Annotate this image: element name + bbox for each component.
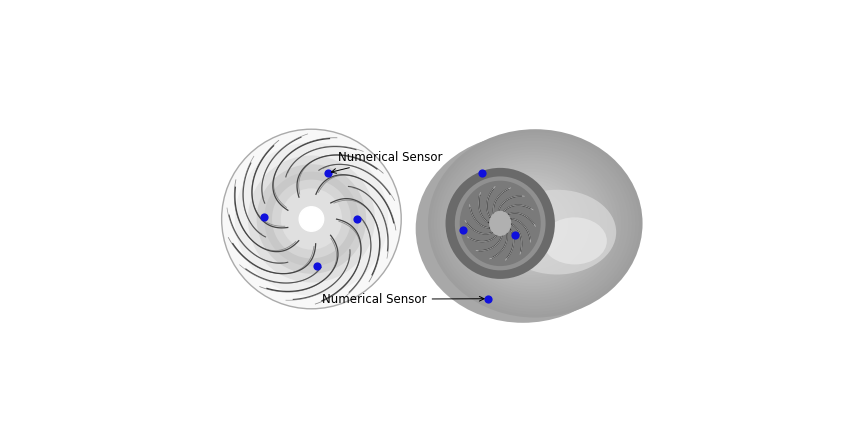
Circle shape bbox=[272, 180, 351, 258]
Circle shape bbox=[235, 142, 388, 296]
Ellipse shape bbox=[455, 177, 545, 270]
Ellipse shape bbox=[445, 168, 555, 279]
Ellipse shape bbox=[507, 205, 548, 241]
Ellipse shape bbox=[469, 169, 593, 278]
Point bbox=[351, 215, 364, 223]
Ellipse shape bbox=[472, 172, 590, 275]
Circle shape bbox=[280, 188, 342, 250]
Circle shape bbox=[299, 207, 324, 231]
Ellipse shape bbox=[510, 208, 545, 238]
Ellipse shape bbox=[504, 203, 551, 244]
Ellipse shape bbox=[437, 138, 632, 309]
Ellipse shape bbox=[513, 211, 540, 236]
Ellipse shape bbox=[445, 146, 622, 300]
Circle shape bbox=[248, 155, 375, 283]
Ellipse shape bbox=[495, 194, 562, 253]
Ellipse shape bbox=[460, 181, 540, 266]
Ellipse shape bbox=[457, 158, 607, 289]
Ellipse shape bbox=[439, 141, 628, 306]
Ellipse shape bbox=[498, 190, 616, 275]
Text: Numerical Sensor: Numerical Sensor bbox=[322, 293, 484, 306]
Ellipse shape bbox=[501, 200, 555, 247]
Circle shape bbox=[256, 164, 366, 274]
Ellipse shape bbox=[416, 134, 630, 323]
Circle shape bbox=[221, 129, 401, 309]
Point bbox=[481, 295, 495, 302]
Ellipse shape bbox=[431, 132, 639, 315]
Ellipse shape bbox=[484, 183, 576, 264]
Ellipse shape bbox=[490, 212, 510, 236]
Ellipse shape bbox=[516, 214, 537, 233]
Ellipse shape bbox=[466, 166, 597, 281]
Ellipse shape bbox=[478, 177, 583, 269]
Ellipse shape bbox=[451, 152, 615, 295]
Point bbox=[257, 213, 271, 220]
Circle shape bbox=[264, 172, 359, 266]
Point bbox=[508, 231, 522, 238]
Ellipse shape bbox=[460, 160, 604, 286]
Ellipse shape bbox=[428, 129, 643, 318]
Ellipse shape bbox=[542, 217, 607, 265]
Ellipse shape bbox=[433, 135, 635, 312]
Point bbox=[475, 169, 489, 176]
Point bbox=[321, 170, 334, 177]
Ellipse shape bbox=[489, 188, 569, 258]
Ellipse shape bbox=[486, 186, 572, 261]
Ellipse shape bbox=[443, 143, 625, 304]
Ellipse shape bbox=[492, 191, 565, 255]
Ellipse shape bbox=[481, 180, 580, 267]
Point bbox=[457, 227, 470, 234]
Ellipse shape bbox=[498, 197, 558, 250]
Ellipse shape bbox=[448, 149, 618, 298]
Ellipse shape bbox=[454, 155, 611, 292]
Ellipse shape bbox=[475, 174, 587, 272]
Ellipse shape bbox=[463, 163, 600, 284]
Point bbox=[310, 263, 324, 270]
Text: Numerical Sensor: Numerical Sensor bbox=[332, 151, 442, 173]
